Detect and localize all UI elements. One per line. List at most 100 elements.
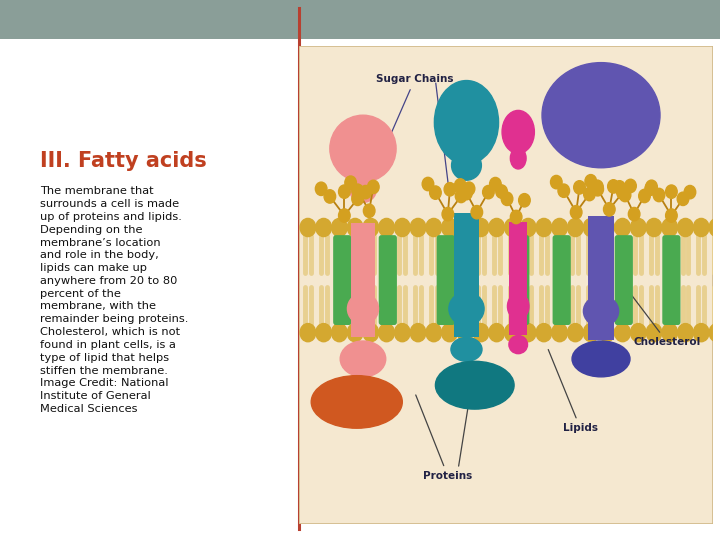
Circle shape	[521, 323, 536, 342]
Circle shape	[505, 323, 521, 342]
Circle shape	[518, 193, 530, 207]
Circle shape	[360, 185, 372, 199]
FancyBboxPatch shape	[333, 235, 351, 325]
Circle shape	[639, 189, 650, 202]
Circle shape	[599, 218, 615, 237]
Circle shape	[625, 179, 636, 193]
Text: Cholesterol: Cholesterol	[626, 287, 701, 347]
Circle shape	[457, 323, 473, 342]
Circle shape	[461, 186, 472, 200]
Circle shape	[645, 182, 657, 195]
Circle shape	[463, 182, 474, 195]
Text: III. Fatty acids: III. Fatty acids	[40, 151, 207, 171]
Circle shape	[592, 183, 603, 196]
Ellipse shape	[510, 147, 526, 169]
Ellipse shape	[542, 63, 660, 168]
Circle shape	[536, 218, 552, 237]
Ellipse shape	[451, 338, 482, 361]
Circle shape	[617, 186, 629, 199]
Circle shape	[379, 218, 395, 237]
Circle shape	[583, 323, 599, 342]
Bar	[0, 0, 720, 39]
Circle shape	[709, 218, 720, 237]
FancyBboxPatch shape	[615, 235, 633, 325]
Ellipse shape	[449, 292, 484, 326]
Circle shape	[300, 323, 316, 342]
Circle shape	[567, 218, 583, 237]
Ellipse shape	[451, 151, 482, 180]
Circle shape	[490, 178, 501, 191]
Bar	[509, 222, 527, 335]
Circle shape	[510, 210, 522, 224]
Circle shape	[426, 323, 441, 342]
Circle shape	[363, 218, 379, 237]
Circle shape	[570, 206, 582, 219]
Circle shape	[347, 218, 363, 237]
Circle shape	[665, 185, 678, 198]
Circle shape	[338, 185, 350, 198]
Circle shape	[410, 323, 426, 342]
Circle shape	[662, 323, 678, 342]
Ellipse shape	[311, 376, 402, 428]
Circle shape	[489, 218, 505, 237]
Circle shape	[584, 187, 595, 201]
Circle shape	[489, 323, 505, 342]
Circle shape	[430, 186, 441, 199]
Circle shape	[422, 177, 433, 191]
Circle shape	[473, 323, 489, 342]
Circle shape	[536, 323, 552, 342]
Circle shape	[300, 218, 316, 237]
Circle shape	[482, 185, 494, 199]
Circle shape	[352, 192, 364, 206]
Circle shape	[684, 185, 696, 199]
Circle shape	[599, 323, 615, 342]
Circle shape	[619, 188, 631, 202]
Ellipse shape	[508, 293, 529, 320]
Circle shape	[444, 183, 456, 196]
Circle shape	[646, 323, 662, 342]
FancyBboxPatch shape	[552, 235, 571, 325]
Circle shape	[552, 218, 567, 237]
Circle shape	[501, 192, 513, 206]
Circle shape	[338, 209, 350, 222]
Circle shape	[678, 323, 693, 342]
Ellipse shape	[330, 115, 396, 182]
Ellipse shape	[434, 80, 498, 164]
Text: The membrane that
surrounds a cell is made
up of proteins and lipids.
Depending : The membrane that surrounds a cell is ma…	[40, 186, 188, 414]
Circle shape	[363, 323, 379, 342]
Ellipse shape	[502, 110, 534, 153]
Circle shape	[505, 218, 521, 237]
Circle shape	[426, 218, 441, 237]
Ellipse shape	[436, 361, 514, 409]
Circle shape	[441, 218, 457, 237]
Circle shape	[551, 176, 562, 189]
Circle shape	[521, 218, 536, 237]
Circle shape	[574, 181, 585, 194]
Circle shape	[331, 323, 347, 342]
Circle shape	[552, 323, 567, 342]
Circle shape	[395, 218, 410, 237]
Circle shape	[665, 209, 678, 222]
Circle shape	[592, 180, 603, 193]
Circle shape	[471, 206, 482, 219]
Bar	[454, 213, 479, 338]
Text: Sugar Chains: Sugar Chains	[364, 75, 454, 195]
Text: Lipids: Lipids	[548, 349, 598, 433]
FancyBboxPatch shape	[662, 235, 680, 325]
Circle shape	[496, 185, 508, 198]
Text: Proteins: Proteins	[415, 395, 472, 481]
Circle shape	[693, 323, 709, 342]
Ellipse shape	[348, 293, 379, 325]
FancyBboxPatch shape	[511, 235, 529, 325]
Ellipse shape	[572, 341, 630, 377]
Circle shape	[615, 218, 631, 237]
Circle shape	[662, 218, 678, 237]
Bar	[351, 222, 374, 338]
Circle shape	[367, 180, 379, 193]
Circle shape	[629, 207, 640, 221]
Circle shape	[454, 179, 466, 192]
Circle shape	[585, 174, 597, 188]
Ellipse shape	[341, 341, 386, 377]
Circle shape	[709, 323, 720, 342]
Circle shape	[442, 207, 454, 221]
